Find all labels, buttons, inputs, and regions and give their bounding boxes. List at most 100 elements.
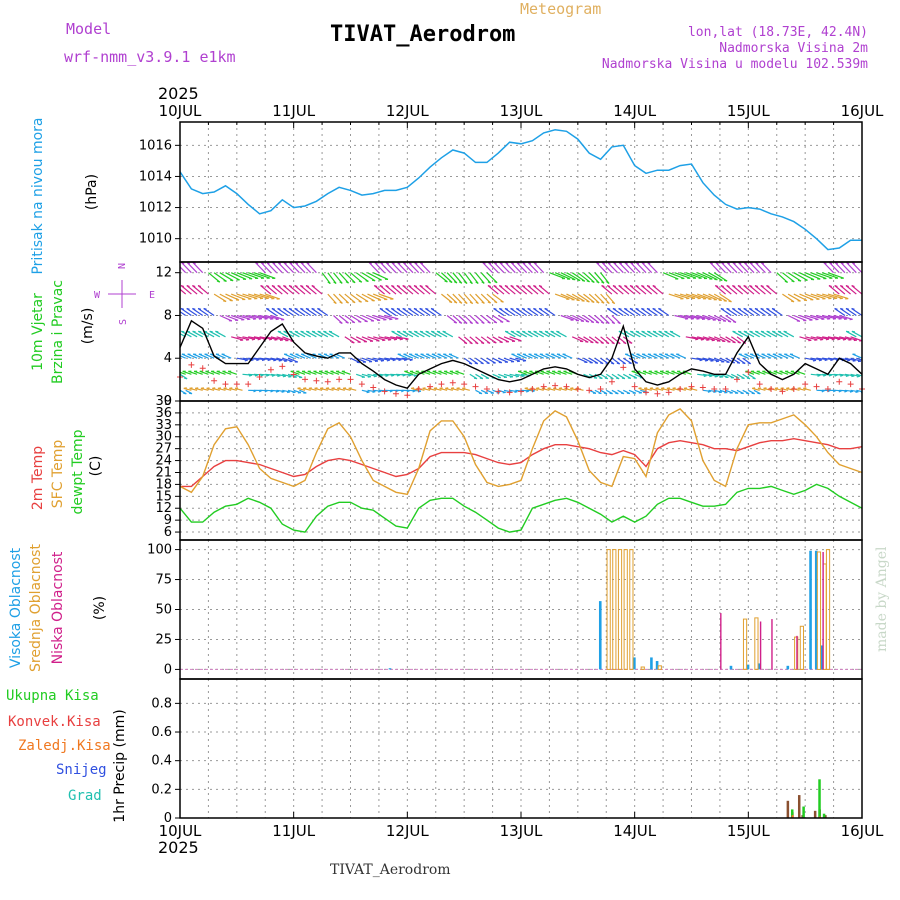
wind-arrow [272, 262, 283, 274]
wind-arrow-head [820, 338, 824, 341]
wind-arrow [505, 262, 516, 274]
wind-arrow [527, 308, 539, 316]
wind-arrow [725, 336, 736, 344]
high-cloud-bar [786, 665, 790, 670]
wind-arrow [282, 357, 293, 362]
wind-arrow-head [536, 387, 540, 389]
wind-arrow-head [271, 284, 276, 288]
wind-arrow-head [784, 280, 788, 283]
wind-arrow [708, 357, 720, 362]
wind-arrow [344, 272, 356, 284]
low-cloud-bar [796, 635, 798, 670]
wind-gust-marker [745, 369, 752, 376]
wind-gust-marker [518, 388, 524, 395]
wind-arrow-head [525, 390, 530, 393]
wind-arrow-head [352, 301, 356, 304]
wind-arrow-head [474, 362, 478, 365]
wind-arrow [708, 336, 721, 342]
wind-arrow-head [851, 330, 855, 333]
wind-arrow [276, 357, 288, 362]
wind-arrow-head [339, 281, 343, 284]
wind-arrow [822, 293, 838, 299]
wind-arrow [793, 293, 808, 302]
wind-arrow-head [469, 281, 473, 285]
wind-arrow [446, 293, 458, 304]
wind-arrow [760, 262, 772, 274]
wind-arrow [652, 308, 664, 316]
wind-gust-marker [404, 392, 411, 399]
wind-arrow [623, 308, 636, 316]
wind-arrow [390, 357, 402, 361]
wind-arrow [180, 336, 181, 337]
compass-south: S [118, 319, 129, 325]
wind-arrow [344, 336, 355, 344]
wind-arrow [446, 315, 458, 324]
wind-arrow-head [630, 330, 634, 333]
wind-arrow [498, 308, 510, 316]
high-cloud-bar [598, 601, 602, 670]
wind-arrow-head [852, 360, 856, 362]
wind-arrow-head [197, 284, 202, 288]
wind-arrow [679, 272, 697, 279]
wind-arrow [498, 357, 509, 363]
wind-arrow-head [192, 330, 196, 333]
wind-arrow [441, 293, 453, 303]
wind-arrow [407, 373, 417, 376]
wind-arrow-head [855, 391, 859, 393]
wind-arrow [350, 314, 362, 323]
wind-arrow [283, 285, 295, 295]
wind-arrow-head [391, 330, 395, 333]
wind-arrow [816, 336, 830, 340]
wind-arrow [294, 285, 306, 295]
y-tick-label: 75 [155, 573, 172, 588]
wind-arrow [560, 272, 576, 281]
y-tick-label: 21 [155, 465, 172, 480]
wind-arrow [594, 293, 605, 304]
wind-arrow [385, 262, 397, 274]
wind-arrow [521, 308, 533, 316]
wind-arrow [402, 330, 414, 338]
panel-frame [179, 121, 863, 263]
wind-arrow-head [817, 374, 821, 377]
wind-arrow-head [504, 284, 509, 288]
wind-arrow-head [709, 375, 713, 378]
wind-arrow-head [723, 300, 727, 302]
wind-arrow-head [669, 330, 674, 333]
wind-arrow [732, 285, 744, 295]
wind-arrow-head [707, 390, 711, 393]
wind-arrow [282, 336, 294, 342]
wind-arrow [851, 285, 862, 295]
wind-arrow-head [732, 341, 736, 344]
mid-cloud-bar [754, 617, 759, 670]
wind-arrow-head [618, 307, 622, 310]
wind-arrow-head [183, 392, 187, 395]
wind-arrow [350, 336, 361, 343]
wind-arrow-head [544, 330, 549, 333]
wind-arrow [373, 357, 385, 362]
wind-arrow-head [379, 307, 383, 310]
wind-arrow [492, 314, 504, 323]
wind-arrow [833, 314, 848, 320]
wind-arrow-head [270, 318, 274, 320]
wind-arrow-head [610, 377, 614, 380]
wind-arrow [419, 330, 431, 338]
wind-arrow [452, 293, 463, 304]
wind-arrow-head [487, 321, 491, 324]
wind-gust-marker [358, 381, 365, 388]
wind-arrow-head [601, 301, 605, 304]
wind-arrow-head [273, 359, 277, 362]
wind-arrow [463, 272, 473, 284]
wind-arrow-head [425, 284, 429, 288]
wind-gust-marker [665, 389, 672, 396]
wind-gust-marker [279, 363, 286, 370]
wind-arrow [613, 262, 624, 274]
wind-gust-marker [233, 381, 240, 388]
wind-arrow [624, 262, 636, 274]
wind-arrow [225, 293, 240, 301]
wind-arrow [504, 285, 516, 295]
wind-gust-marker [336, 376, 343, 383]
elevation: Nadmorska Visina 2m [719, 41, 868, 56]
convective-precip-bar [797, 795, 801, 818]
wind-arrow [192, 262, 204, 274]
wind-arrow [294, 262, 306, 274]
